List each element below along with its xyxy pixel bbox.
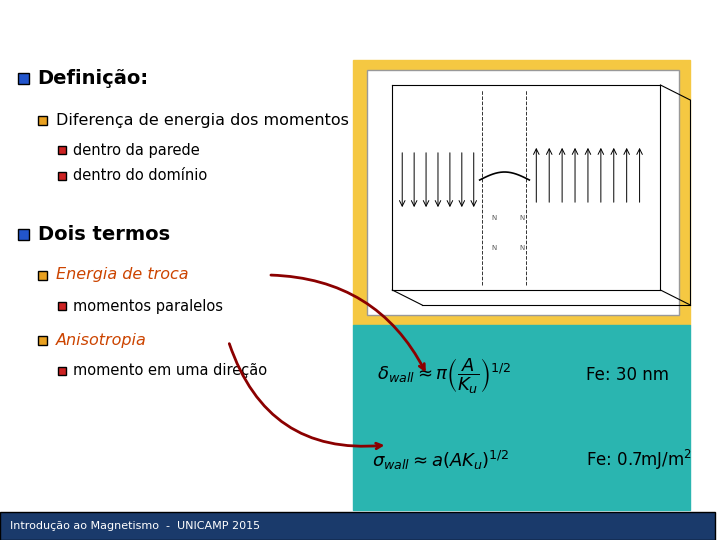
Text: Anisotropia: Anisotropia [55, 334, 146, 348]
Text: Fe: 0.7mJ/m$^2$: Fe: 0.7mJ/m$^2$ [586, 448, 692, 472]
Text: $\sigma_{wall} \approx a\left(AK_u\right)^{1/2}$: $\sigma_{wall} \approx a\left(AK_u\right… [372, 448, 510, 471]
Text: dentro do domínio: dentro do domínio [73, 168, 208, 184]
FancyBboxPatch shape [353, 325, 690, 510]
Text: dentro da parede: dentro da parede [73, 143, 200, 158]
FancyBboxPatch shape [58, 367, 66, 375]
Text: Fe: 30 nm: Fe: 30 nm [586, 366, 669, 384]
FancyBboxPatch shape [367, 70, 679, 315]
FancyBboxPatch shape [18, 73, 29, 84]
FancyBboxPatch shape [37, 336, 47, 345]
FancyBboxPatch shape [58, 172, 66, 180]
Text: momentos paralelos: momentos paralelos [73, 299, 223, 314]
FancyBboxPatch shape [0, 512, 715, 540]
Text: N: N [492, 215, 497, 221]
FancyBboxPatch shape [18, 229, 29, 240]
Text: Dois termos: Dois termos [37, 226, 170, 245]
FancyBboxPatch shape [37, 116, 47, 125]
Text: $\delta_{wall} \approx \pi\left(\dfrac{A}{K_u}\right)^{1/2}$: $\delta_{wall} \approx \pi\left(\dfrac{A… [377, 355, 512, 395]
FancyBboxPatch shape [37, 271, 47, 280]
Text: N: N [519, 245, 525, 251]
Text: momento em uma direção: momento em uma direção [73, 363, 268, 379]
FancyBboxPatch shape [353, 60, 690, 325]
FancyBboxPatch shape [58, 302, 66, 310]
Text: N: N [492, 245, 497, 251]
Text: Definição:: Definição: [37, 70, 149, 89]
Text: Introdução ao Magnetismo  -  UNICAMP 2015: Introdução ao Magnetismo - UNICAMP 2015 [10, 521, 260, 531]
Text: Energia de troca: Energia de troca [55, 267, 188, 282]
FancyBboxPatch shape [58, 146, 66, 154]
Text: N: N [519, 215, 525, 221]
Text: Diferença de energia dos momentos: Diferença de energia dos momentos [55, 112, 348, 127]
